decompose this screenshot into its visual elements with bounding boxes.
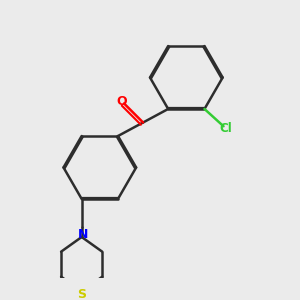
Text: O: O [116, 95, 127, 108]
Text: Cl: Cl [219, 122, 232, 134]
Text: S: S [77, 288, 86, 300]
Text: N: N [78, 228, 88, 241]
